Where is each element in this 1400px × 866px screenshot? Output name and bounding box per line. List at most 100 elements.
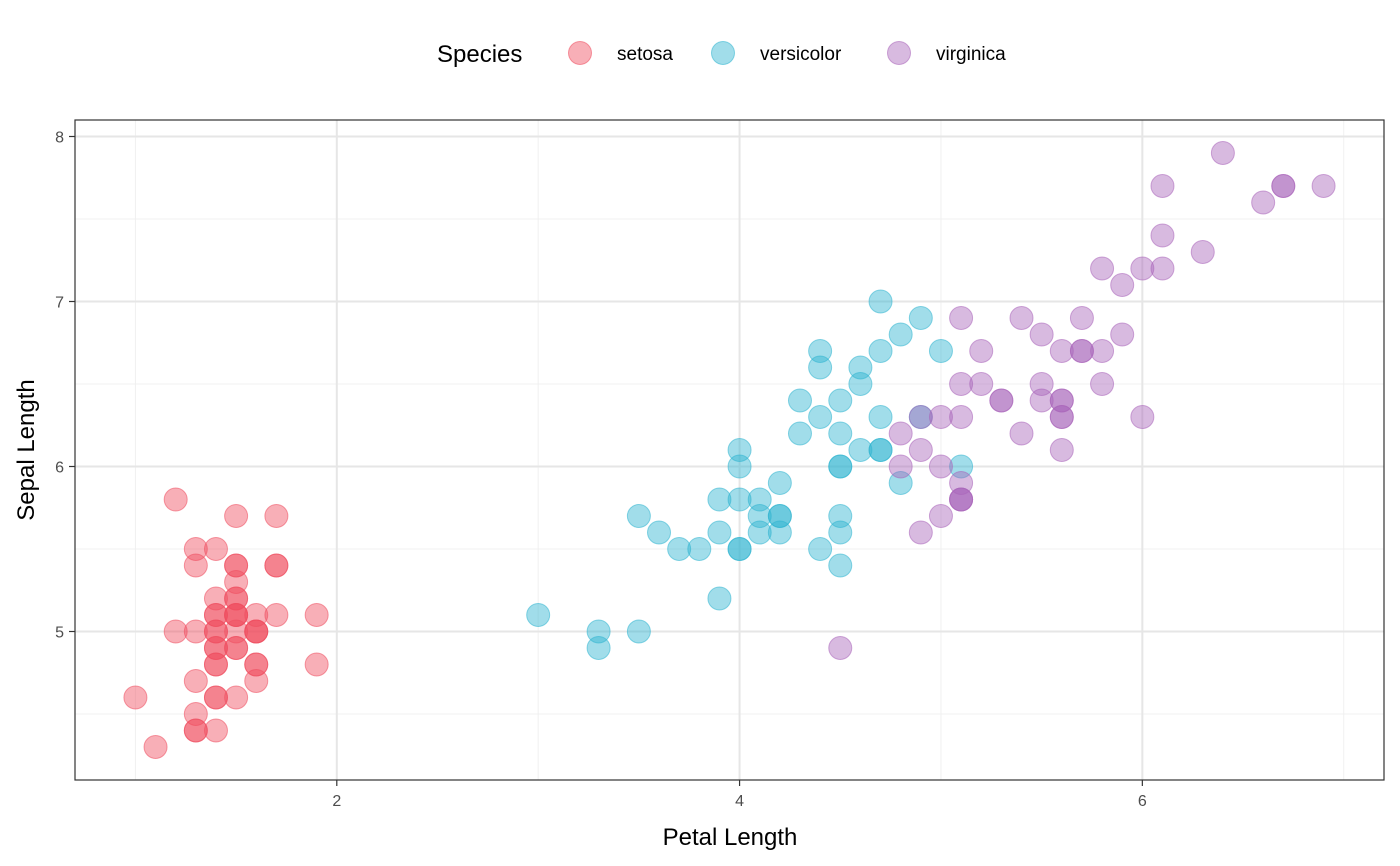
data-point-virginica [1210,141,1235,165]
plot-border [74,119,1385,781]
data-point-setosa [183,619,208,644]
data-point-versicolor [707,586,732,611]
data-point-versicolor [767,520,792,545]
data-point-virginica [1150,174,1175,198]
x-axis: 2 4 6 [332,780,1147,810]
data-point-versicolor [848,355,873,380]
data-point-setosa [203,619,228,644]
data-point-versicolor [848,372,873,396]
data-point-versicolor [868,339,893,363]
data-point-setosa [203,652,228,677]
data-point-setosa [304,652,329,677]
data-point-setosa [143,735,168,759]
plot-panel [75,120,1384,780]
data-point-versicolor [828,553,853,578]
data-point-versicolor [647,520,672,545]
data-point-versicolor [667,537,692,561]
data-point-versicolor [727,487,752,512]
data-point-versicolor [707,487,732,512]
data-point-versicolor [707,520,732,545]
legend-label-versicolor: versicolor [760,44,842,65]
x-axis-title: Petal Length [663,824,798,851]
legend-label-virginica: virginica [936,44,1006,65]
data-point-setosa [264,504,289,528]
data-point-virginica [1251,190,1276,215]
data-point-versicolor [828,388,853,413]
data-point-virginica [1049,405,1074,429]
data-point-setosa [183,702,208,726]
data-point-virginica [1190,240,1215,264]
data-point-virginica [1090,256,1115,281]
data-point-versicolor [687,537,712,561]
data-point-virginica [1009,421,1034,446]
data-point-versicolor [888,471,913,495]
data-point-versicolor [888,322,913,347]
data-point-virginica [1029,372,1054,396]
data-point-setosa [224,619,249,644]
data-point-versicolor [747,520,772,545]
y-tick-label: 8 [55,130,64,147]
data-point-setosa [224,504,249,528]
minor-gridlines [75,120,1384,780]
data-point-setosa [203,718,228,743]
data-point-versicolor [747,487,772,512]
data-point-virginica [908,438,933,462]
data-point-setosa [244,603,269,627]
data-point-versicolor [727,454,752,479]
data-point-virginica [1029,322,1054,347]
data-point-virginica [1110,273,1135,297]
data-point-virginica [928,454,953,479]
legend-title: Species [437,41,522,68]
data-point-virginica [1049,339,1074,363]
data-point-setosa [203,603,228,627]
data-point-virginica [949,306,974,330]
data-point-setosa [183,669,208,693]
data-point-setosa [224,636,249,660]
y-tick-label: 6 [55,460,64,477]
legend-key-virginica [887,41,911,65]
data-point-versicolor [828,520,853,545]
y-axis: 5 6 7 8 [55,130,75,642]
data-point-setosa [203,636,228,660]
data-point-setosa [123,685,148,710]
data-point-virginica [1110,322,1135,347]
data-point-versicolor [808,405,833,429]
data-point-versicolor [767,471,792,495]
data-point-versicolor [586,619,611,644]
data-point-virginica [828,636,853,660]
data-point-virginica [1029,388,1054,413]
data-point-setosa [264,603,289,627]
data-point-setosa [183,718,208,743]
data-point-setosa [224,586,249,611]
data-point-setosa [304,603,329,627]
data-point-setosa [163,619,188,644]
y-tick-label: 7 [55,295,64,312]
data-point-virginica [1049,438,1074,462]
data-point-virginica [1009,306,1034,330]
data-point-versicolor [848,438,873,462]
data-point-versicolor [787,388,812,413]
legend: Species setosa versicolor virginica [437,41,1006,68]
data-point-virginica [949,471,974,495]
data-point-setosa [224,553,249,578]
data-point-virginica [949,405,974,429]
data-point-setosa [244,669,269,693]
data-point-versicolor [868,289,893,314]
data-point-versicolor [828,504,853,528]
data-point-versicolor [808,355,833,380]
data-point-virginica [949,372,974,396]
data-point-virginica [928,405,953,429]
data-point-versicolor [727,438,752,462]
y-tick-label: 5 [55,625,64,642]
data-point-versicolor [787,421,812,446]
data-point-virginica [908,520,933,545]
data-point-setosa [203,537,228,561]
data-point-setosa [244,652,269,677]
data-points [123,141,1336,759]
data-point-virginica [1069,339,1094,363]
x-tick-label: 6 [1138,793,1147,810]
data-point-versicolor [626,504,651,528]
data-point-virginica [888,454,913,479]
data-point-virginica [888,421,913,446]
